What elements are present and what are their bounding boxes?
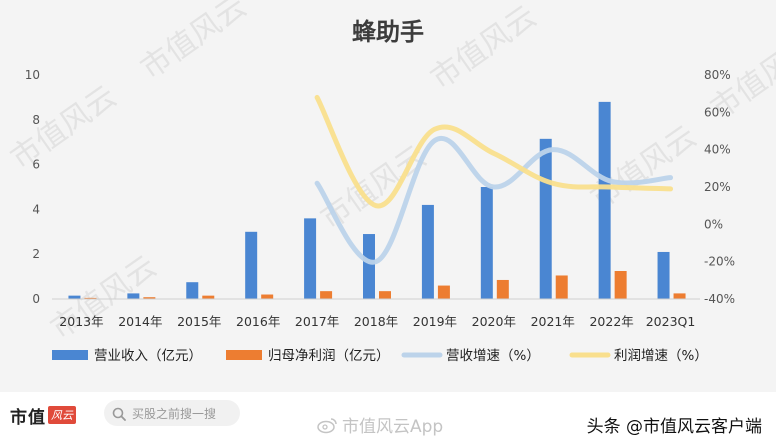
bar-net-profit <box>320 291 333 299</box>
legend-label: 营业收入（亿元） <box>94 348 202 364</box>
source-credit: 头条 @市值风云客户端 <box>586 417 762 437</box>
search-box[interactable]: 买股之前搜一搜 <box>104 400 240 426</box>
bar-revenue <box>598 101 611 299</box>
left-axis-tick-label: 10 <box>25 68 40 82</box>
brand-logo[interactable]: 市值 风云 <box>10 402 76 428</box>
x-axis-tick-label: 2019年 <box>413 314 457 329</box>
x-axis-tick-label: 2021年 <box>531 314 575 329</box>
left-axis-tick-label: 2 <box>32 247 40 261</box>
watermark-text: 市值风云 <box>5 79 123 176</box>
x-axis-tick-label: 2016年 <box>236 314 280 329</box>
left-axis-tick-label: 4 <box>32 202 40 216</box>
right-axis-tick-label: 40% <box>704 143 731 157</box>
x-axis-tick-label: 2017年 <box>295 314 339 329</box>
left-axis-tick-label: 8 <box>32 113 40 127</box>
right-axis-tick-label: 0% <box>704 217 723 231</box>
x-axis-tick-label: 2014年 <box>118 314 162 329</box>
x-axis-tick-label: 2022年 <box>589 314 633 329</box>
bar-revenue <box>245 231 258 299</box>
legend-swatch <box>226 350 262 360</box>
bar-net-profit <box>379 291 391 299</box>
right-axis-tick-label: 60% <box>704 105 731 119</box>
weibo-icon <box>317 417 337 433</box>
right-axis-tick-label: 20% <box>704 180 731 194</box>
legend-label: 归母净利润（亿元） <box>268 347 390 364</box>
bar-net-profit <box>143 297 156 299</box>
legend-label: 营收增速（%） <box>446 348 540 364</box>
bar-revenue <box>539 138 552 299</box>
bar-revenue <box>657 251 670 299</box>
brand-text: 市值 <box>10 407 46 428</box>
x-axis-tick-label: 2015年 <box>177 314 221 329</box>
bar-net-profit <box>673 293 686 299</box>
profit-growth-line <box>314 94 674 209</box>
bar-revenue <box>421 204 434 299</box>
bar-revenue <box>186 282 199 299</box>
right-axis-ticks: -40% -20% 0% 20% 40% 60% 80% <box>704 68 735 306</box>
bar-revenue <box>127 293 140 299</box>
legend: 营业收入（亿元） 归母净利润（亿元） 营收增速（%） 利润增速（%） <box>52 347 708 364</box>
search-placeholder: 买股之前搜一搜 <box>132 406 217 421</box>
left-axis-tick-label: 6 <box>32 158 40 172</box>
search-icon <box>112 406 126 421</box>
watermark-text: 市值风云 <box>425 0 543 97</box>
bar-revenue <box>304 218 317 299</box>
line-layer <box>314 94 674 265</box>
legend-label: 利润增速（%） <box>614 348 708 364</box>
app-watermark: 市值风云App <box>316 412 443 437</box>
right-axis-tick-label: -20% <box>704 255 735 269</box>
bar-net-profit <box>496 279 509 299</box>
bar-net-profit <box>614 271 627 299</box>
bar-net-profit <box>202 295 215 299</box>
bar-revenue <box>363 234 375 299</box>
footer-bar: 市值 风云 买股之前搜一搜 市值风云App 头条 @市值风云客户端 <box>0 392 776 446</box>
left-axis-ticks: 0 2 4 6 8 10 <box>25 68 40 306</box>
right-axis-tick-label: 80% <box>704 68 731 82</box>
x-axis-tick-label: 2020年 <box>472 314 516 329</box>
bar-revenue <box>68 295 81 299</box>
bar-revenue <box>480 187 493 299</box>
chart-card: 市值风云 市值风云 市值风云 市值风云 市值风云 市值风云 市值风云 蜂助手 0 2 4 6 8 10… <box>0 0 776 392</box>
left-axis-tick-label: 0 <box>32 292 40 306</box>
x-axis-ticks: 2013年 2014年 2015年 2016年 2017年 2018年 2019年 2020年… <box>59 314 695 329</box>
watermark-text: 市值风云 <box>135 0 253 87</box>
bar-net-profit <box>437 285 450 299</box>
bar-net-profit <box>84 297 97 299</box>
revenue-growth-line <box>314 135 674 265</box>
brand-stamp: 风云 <box>48 406 76 424</box>
chart-title: 蜂助手 <box>352 17 424 46</box>
bar-layer <box>68 101 686 299</box>
app-watermark-text: 市值风云App <box>342 417 444 437</box>
x-axis-tick-label: 2018年 <box>354 314 398 329</box>
bar-net-profit <box>261 294 274 299</box>
x-axis-tick-label: 2023Q1 <box>646 314 696 329</box>
bar-net-profit <box>555 275 568 299</box>
legend-swatch <box>52 350 88 360</box>
x-axis-tick-label: 2013年 <box>59 314 103 329</box>
right-axis-tick-label: -40% <box>704 292 735 306</box>
